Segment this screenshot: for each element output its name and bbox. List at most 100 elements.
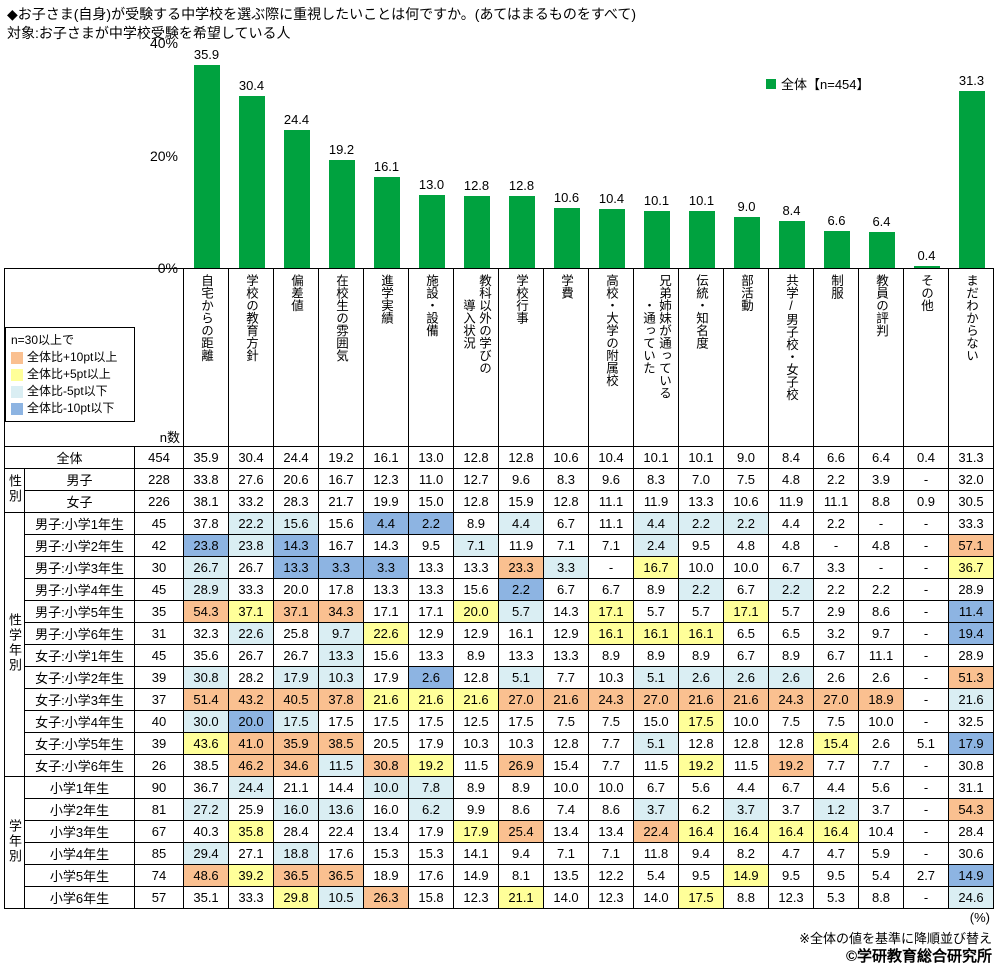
data-cell: 7.8: [408, 776, 455, 799]
data-cell: 8.9: [453, 644, 500, 667]
table-corner-blank: [3, 268, 185, 447]
data-cell: 8.6: [498, 798, 545, 821]
row-n: 30: [133, 556, 185, 579]
row-n: 37: [133, 688, 185, 711]
bar-column: 19.2: [319, 42, 364, 268]
data-cell: 12.9: [453, 622, 500, 645]
data-cell: 0.4: [903, 446, 950, 469]
data-cell: 41.0: [228, 732, 275, 755]
category-header: その他: [903, 268, 950, 447]
row-n: 454: [133, 446, 185, 469]
data-cell: 12.8: [723, 732, 770, 755]
data-cell: -: [903, 820, 950, 843]
data-cell: 22.4: [318, 820, 365, 843]
data-cell: 3.7: [723, 798, 770, 821]
bar-value-label: 6.4: [872, 213, 891, 229]
data-cell: 10.5: [318, 886, 365, 909]
data-cell: 10.4: [588, 446, 635, 469]
data-cell: 26.7: [228, 644, 275, 667]
row-label: 女子:小学4年生: [24, 710, 135, 733]
bar-column: 10.1: [679, 42, 724, 268]
data-cell: 17.5: [408, 710, 455, 733]
table-row: 学年別 小学1年生 90 36.7 24.4 21.1 14.4 10.0 7.8 8.9 8.9 1…: [4, 776, 995, 909]
bar: [598, 209, 625, 268]
row-n: 85: [133, 842, 185, 865]
data-cell: 2.2: [498, 578, 545, 601]
data-cell: 5.1: [633, 732, 680, 755]
data-cell: 14.9: [723, 864, 770, 887]
data-cell: 12.3: [588, 886, 635, 909]
data-cell: 14.4: [318, 776, 365, 799]
data-cell: 6.7: [633, 776, 680, 799]
data-cell: 17.9: [273, 666, 320, 689]
data-cell: 26.7: [228, 556, 275, 579]
bar: [643, 210, 670, 268]
data-cell: 6.4: [858, 446, 905, 469]
data-cell: 43.6: [183, 732, 230, 755]
data-cell: 8.8: [723, 886, 770, 909]
data-cell: 10.6: [543, 446, 590, 469]
row-group-label: 性学年別: [4, 512, 25, 777]
bar-value-label: 12.8: [508, 177, 535, 193]
table-row: 全体 454 35.9 30.4 24.4 19.2 16.1 13.0 12.8 12.8 10.…: [4, 446, 995, 469]
category-header: 施設・設備: [408, 268, 455, 447]
data-cell: 2.2: [858, 578, 905, 601]
data-cell: -: [903, 512, 950, 535]
data-cell: 7.1: [588, 534, 635, 557]
data-cell: 10.0: [858, 710, 905, 733]
series-swatch-icon: [766, 78, 776, 89]
data-cell: 3.7: [633, 798, 680, 821]
data-cell: 17.1: [588, 600, 635, 623]
data-cell: -: [588, 556, 635, 579]
bar-column: 12.8: [454, 42, 499, 268]
data-cell: 16.1: [588, 622, 635, 645]
data-cell: 16.7: [318, 534, 365, 557]
row-n: 57: [133, 886, 185, 909]
data-cell: 28.9: [948, 644, 995, 667]
category-header: 進学実績: [363, 268, 410, 447]
data-cell: 3.2: [813, 622, 860, 645]
row-label: 小学1年生: [24, 776, 135, 799]
data-cell: 22.2: [228, 512, 275, 535]
data-cell: 5.7: [768, 600, 815, 623]
data-cell: 11.1: [588, 490, 635, 513]
data-cell: 9.4: [678, 842, 725, 865]
data-cell: 7.5: [723, 468, 770, 491]
data-cell: 12.8: [678, 732, 725, 755]
row-label: 女子:小学3年生: [24, 688, 135, 711]
category-header: 自宅からの距離: [183, 268, 230, 447]
category-header: 教員の評判: [858, 268, 905, 447]
category-header-row: 自宅からの距離 学校の教育方針 偏差値 在校生の雰囲気 進学実績 施設・設備 教科以外の学び…: [3, 268, 995, 447]
data-cell: 26.3: [363, 886, 410, 909]
table-row: 女子:小学1年生 45 35.6 26.7 26.7 13.3 15.6 13.3 8.9 13.…: [5, 644, 995, 667]
data-cell: 17.9: [948, 732, 995, 755]
data-cell: 33.3: [228, 578, 275, 601]
data-cell: 33.3: [948, 512, 995, 535]
data-cell: 8.6: [858, 600, 905, 623]
data-cell: 5.3: [813, 886, 860, 909]
data-cell: 14.0: [543, 886, 590, 909]
data-cell: 30.0: [183, 710, 230, 733]
table-row: 小学5年生 74 48.6 39.2 36.5 36.5 18.9 17.6 14.9 8.1 13…: [5, 864, 995, 887]
bar: [688, 210, 715, 268]
data-cell: 15.6: [318, 512, 365, 535]
table-row: 小学2年生 81 27.2 25.9 16.0 13.6 16.0 6.2 9.9 8.6 7.4 8…: [5, 798, 995, 821]
data-cell: 15.6: [363, 644, 410, 667]
row-label: 小学4年生: [24, 842, 135, 865]
data-cell: 54.3: [183, 600, 230, 623]
row-label: 男子:小学6年生: [24, 622, 135, 645]
data-cell: 6.7: [813, 644, 860, 667]
bar: [328, 159, 355, 268]
data-cell: 6.5: [768, 622, 815, 645]
data-cell: 14.9: [453, 864, 500, 887]
data-cell: 51.3: [948, 666, 995, 689]
data-cell: -: [903, 886, 950, 909]
data-cell: 18.9: [363, 864, 410, 887]
data-cell: 8.3: [543, 468, 590, 491]
data-cell: 7.7: [543, 666, 590, 689]
data-cell: 2.4: [633, 534, 680, 557]
data-cell: 10.0: [363, 776, 410, 799]
data-cell: 5.1: [903, 732, 950, 755]
data-cell: 2.6: [723, 666, 770, 689]
data-cell: 26.7: [183, 556, 230, 579]
